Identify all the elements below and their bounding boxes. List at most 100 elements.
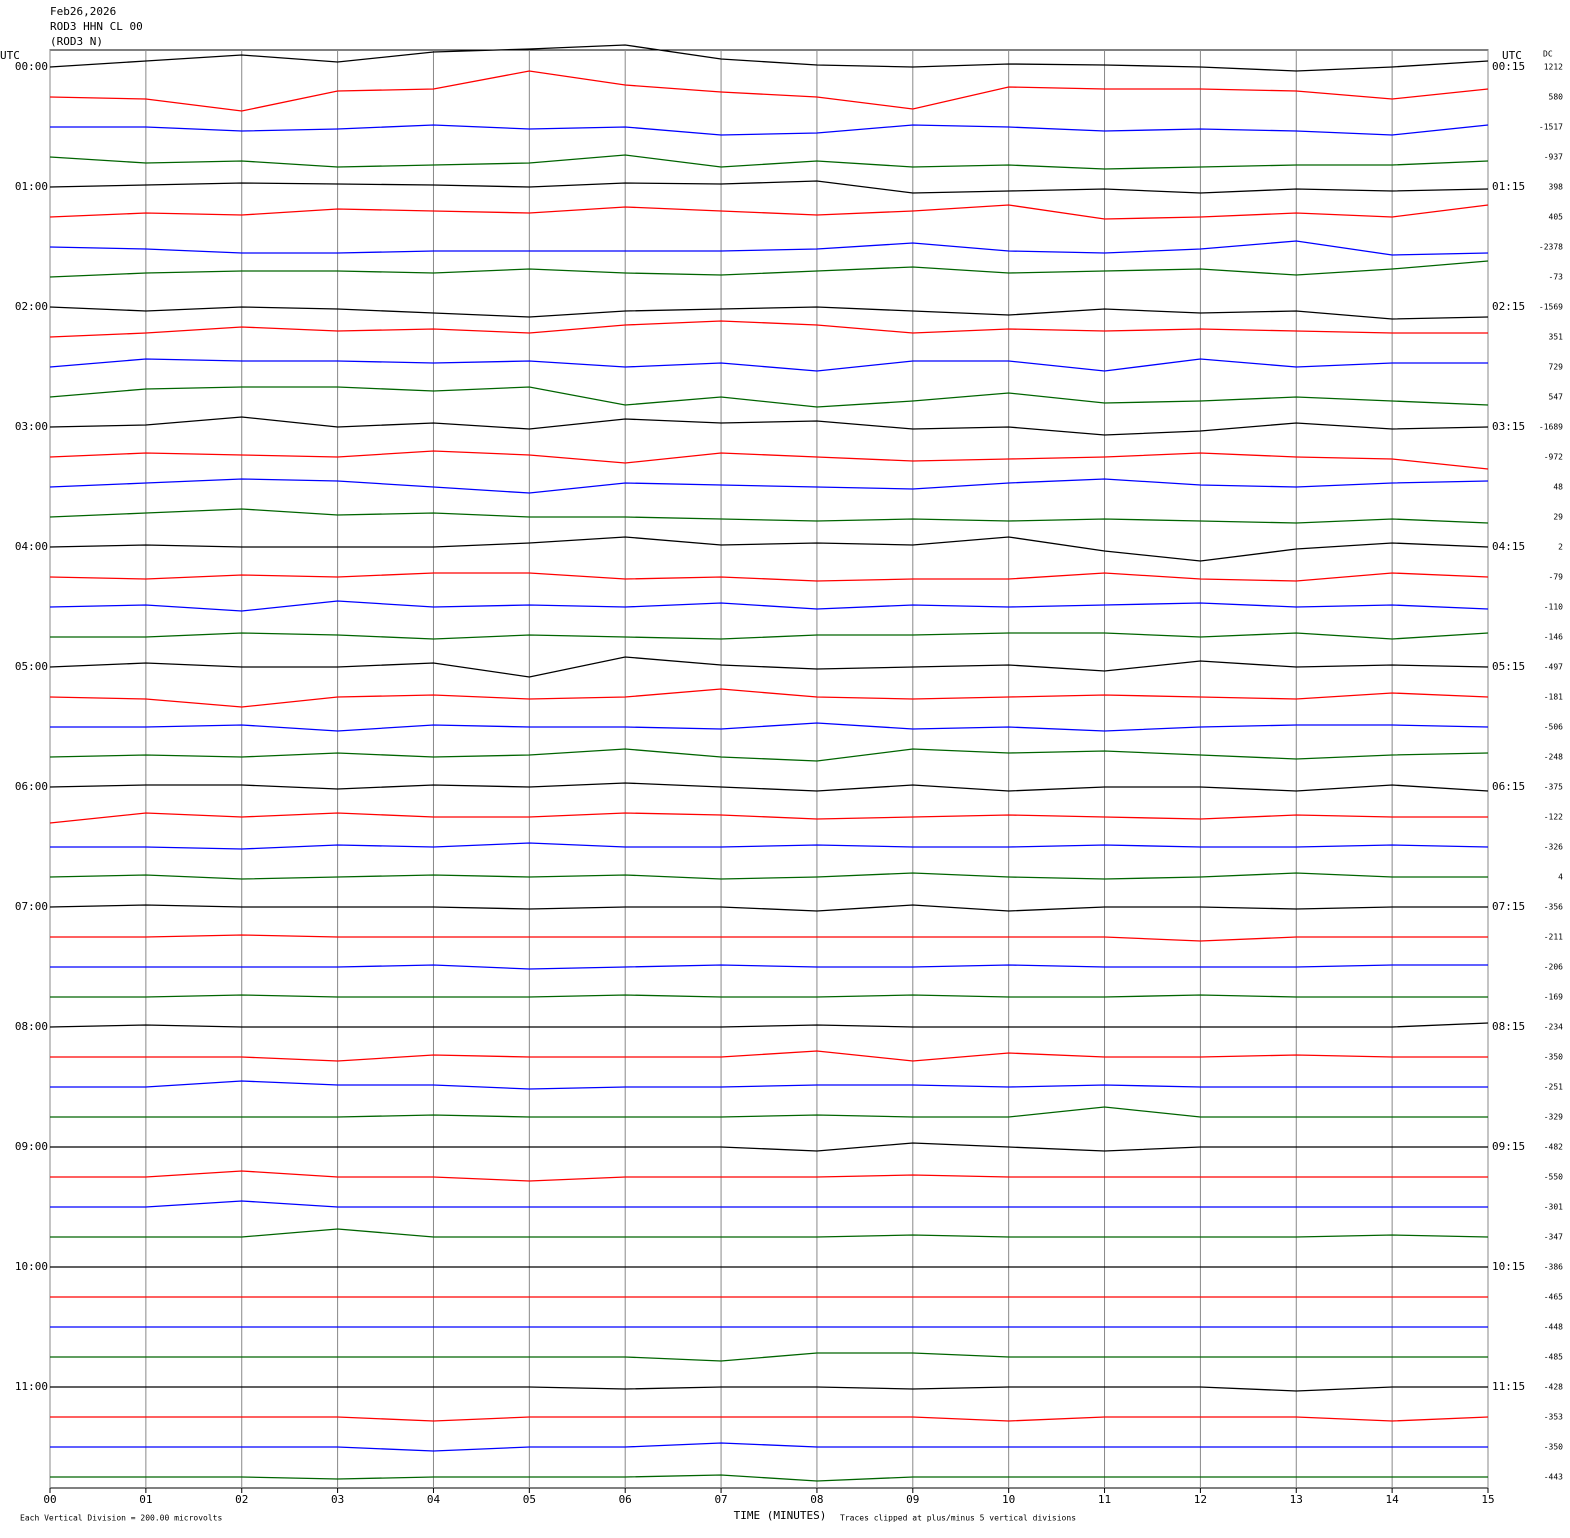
dc-value: -1569 — [1539, 303, 1563, 312]
trace — [49, 306, 1489, 320]
trace — [49, 872, 1488, 880]
dc-value: -465 — [1544, 1293, 1563, 1302]
trace — [50, 1352, 1488, 1362]
dc-value: 1212 — [1544, 63, 1563, 72]
header-line: (ROD3 N) — [50, 35, 103, 48]
x-tick-label: 03 — [331, 1493, 344, 1506]
dc-value: -972 — [1544, 453, 1563, 462]
dc-value: -329 — [1544, 1113, 1563, 1122]
dc-value: -497 — [1544, 663, 1563, 672]
dc-value: -326 — [1544, 843, 1563, 852]
dc-value: -386 — [1544, 1263, 1563, 1272]
trace — [49, 600, 1489, 612]
trace — [50, 1170, 1488, 1182]
dc-value: -234 — [1544, 1023, 1563, 1032]
trace — [50, 934, 1488, 942]
left-unit: UTC — [0, 49, 20, 62]
dc-value: -350 — [1544, 1053, 1563, 1062]
left-time: 01:00 — [15, 180, 48, 193]
footnote: Each Vertical Division = 200.00 microvol… — [20, 1514, 222, 1523]
dc-value: -347 — [1544, 1233, 1563, 1242]
dc-value: -2378 — [1539, 243, 1563, 252]
trace — [49, 416, 1489, 436]
dc-value: 547 — [1549, 393, 1564, 402]
trace — [50, 1474, 1488, 1482]
x-tick-label: 06 — [619, 1493, 632, 1506]
left-time: 05:00 — [15, 660, 48, 673]
x-tick-label: 08 — [810, 1493, 823, 1506]
dc-value: -443 — [1544, 1473, 1563, 1482]
x-tick-label: 13 — [1290, 1493, 1303, 1506]
x-tick-label: 10 — [1002, 1493, 1015, 1506]
x-tick-label: 15 — [1481, 1493, 1494, 1506]
dc-value: -448 — [1544, 1323, 1563, 1332]
dc-value: -375 — [1544, 783, 1563, 792]
x-tick-label: 00 — [43, 1493, 56, 1506]
dc-value: -1517 — [1539, 123, 1563, 132]
trace — [50, 1442, 1488, 1452]
trace — [49, 478, 1489, 494]
trace — [49, 688, 1489, 708]
dc-value: -73 — [1549, 273, 1564, 282]
right-time: 04:15 — [1492, 540, 1525, 553]
dc-value: -356 — [1544, 903, 1563, 912]
dc-value: -251 — [1544, 1083, 1563, 1092]
x-tick-label: 11 — [1098, 1493, 1111, 1506]
x-tick-label: 02 — [235, 1493, 248, 1506]
dc-value: -506 — [1544, 723, 1563, 732]
x-tick-label: 01 — [139, 1493, 152, 1506]
trace — [49, 1022, 1489, 1028]
trace — [49, 180, 1489, 194]
dc-value: 405 — [1549, 213, 1564, 222]
right-unit: UTC — [1502, 49, 1522, 62]
left-time: 07:00 — [15, 900, 48, 913]
trace — [50, 1080, 1488, 1090]
dc-value: 351 — [1549, 333, 1564, 342]
trace — [49, 656, 1489, 678]
dc-value: -79 — [1549, 573, 1564, 582]
dc-value: 580 — [1549, 93, 1564, 102]
right-time: 09:15 — [1492, 1140, 1525, 1153]
trace — [50, 1228, 1489, 1238]
dc-value: 2 — [1558, 543, 1563, 552]
x-tick-label: 04 — [427, 1493, 441, 1506]
dc-value: -122 — [1544, 813, 1563, 822]
dc-value: 729 — [1549, 363, 1564, 372]
header-line: Feb26,2026 — [50, 5, 116, 18]
trace — [49, 508, 1489, 524]
dc-value: -301 — [1544, 1203, 1563, 1212]
right-time: 05:15 — [1492, 660, 1525, 673]
x-tick-label: 07 — [714, 1493, 727, 1506]
right-time: 03:15 — [1492, 420, 1525, 433]
trace — [50, 1386, 1488, 1392]
left-time: 11:00 — [15, 1380, 48, 1393]
right-time: 11:15 — [1492, 1380, 1525, 1393]
left-time: 04:00 — [15, 540, 48, 553]
trace — [49, 358, 1488, 372]
left-time: 03:00 — [15, 420, 48, 433]
left-time: 02:00 — [15, 300, 48, 313]
trace — [50, 1416, 1489, 1422]
dc-value: -353 — [1544, 1413, 1563, 1422]
dc-value: -1689 — [1539, 423, 1563, 432]
dc-value: -146 — [1544, 633, 1563, 642]
trace — [50, 994, 1488, 998]
dc-value: 29 — [1553, 513, 1563, 522]
dc-value: -110 — [1544, 603, 1563, 612]
dc-value: -206 — [1544, 963, 1563, 972]
trace — [50, 1050, 1488, 1062]
trace — [49, 572, 1489, 582]
x-tick-label: 05 — [523, 1493, 536, 1506]
trace — [49, 260, 1489, 278]
trace — [50, 722, 1489, 732]
right-time: 07:15 — [1492, 900, 1525, 913]
dc-label: DC — [1543, 50, 1553, 59]
trace — [50, 632, 1489, 640]
dc-value: -550 — [1544, 1173, 1563, 1182]
trace — [49, 748, 1489, 762]
trace — [49, 240, 1489, 256]
x-axis-label: TIME (MINUTES) — [734, 1509, 827, 1522]
trace — [49, 536, 1489, 562]
trace — [49, 204, 1489, 220]
